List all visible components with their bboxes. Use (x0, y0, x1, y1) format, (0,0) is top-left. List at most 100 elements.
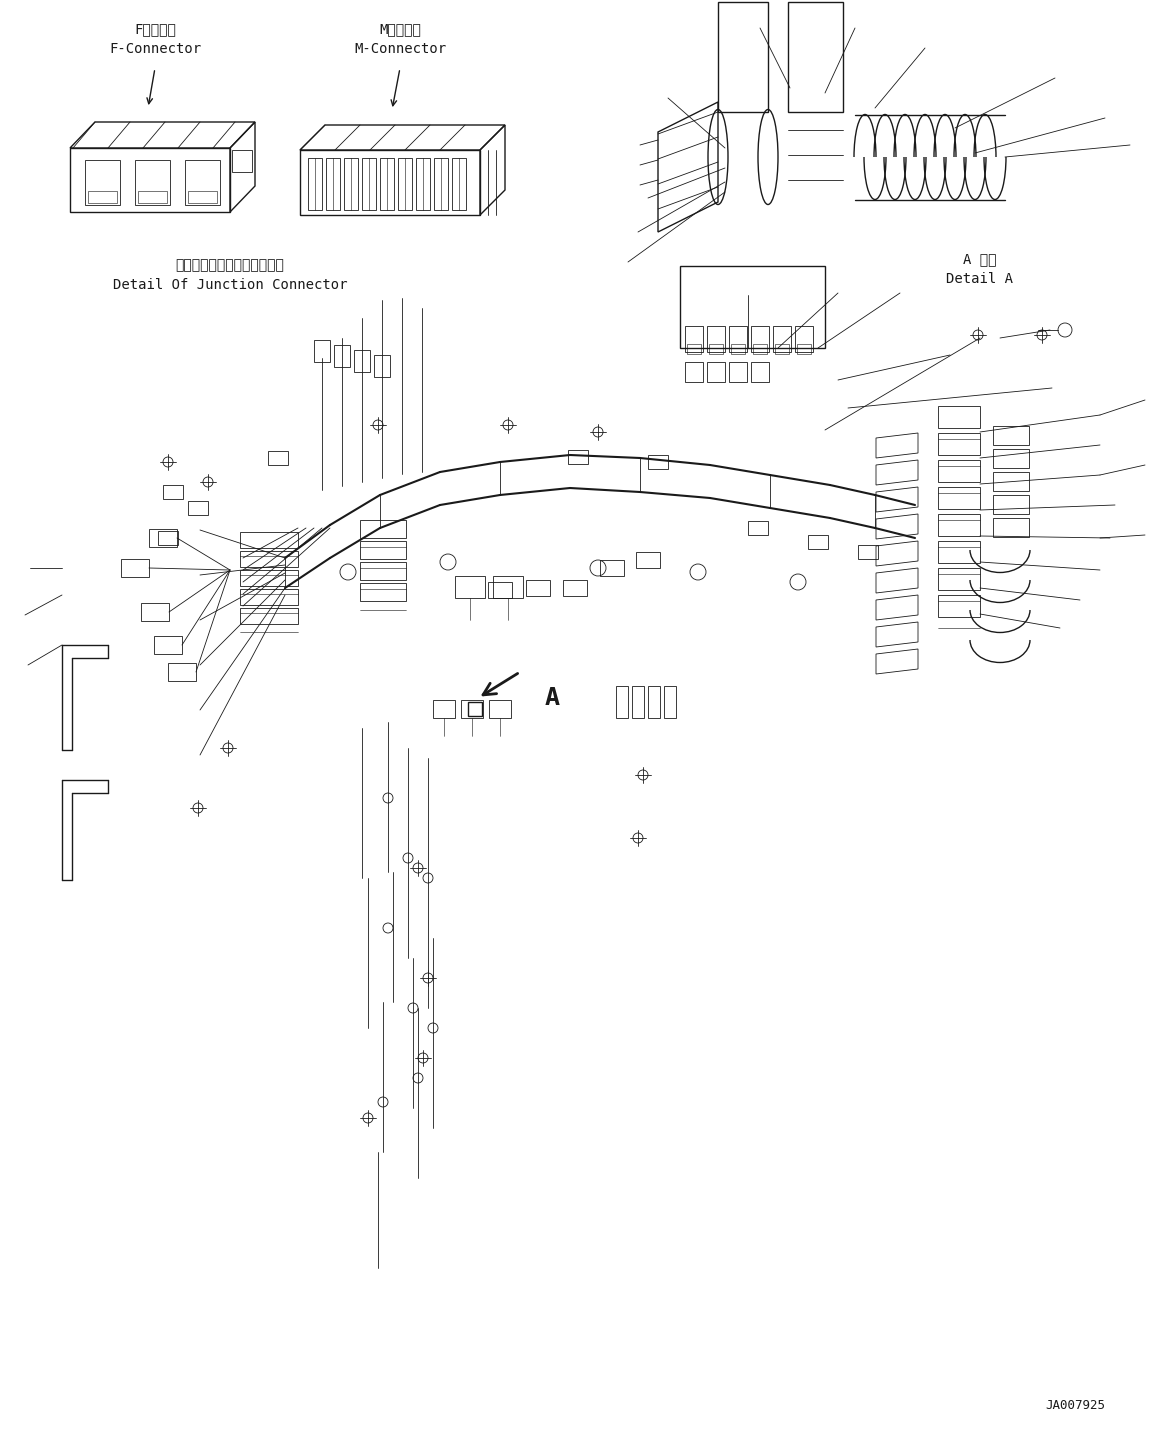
Bar (362, 158, 376, 210)
Bar (488, 582, 512, 598)
Bar (344, 158, 358, 210)
Text: JA007925: JA007925 (1046, 1399, 1105, 1412)
Bar (563, 579, 587, 595)
Bar (361, 562, 406, 579)
Bar (751, 363, 769, 381)
Bar (138, 191, 167, 202)
Bar (636, 552, 659, 568)
Bar (493, 577, 523, 598)
Bar (680, 266, 825, 348)
Bar (687, 344, 701, 354)
Bar (648, 455, 668, 470)
Bar (795, 327, 813, 353)
Bar (939, 540, 980, 564)
Bar (616, 686, 628, 718)
Bar (455, 577, 485, 598)
Bar (939, 406, 980, 428)
Bar (354, 350, 370, 371)
Bar (434, 158, 448, 210)
Text: Detail Of Junction Connector: Detail Of Junction Connector (113, 277, 348, 292)
Bar (374, 355, 390, 377)
Bar (664, 686, 676, 718)
Bar (361, 582, 406, 601)
Bar (993, 496, 1029, 514)
Bar (461, 699, 483, 718)
Bar (993, 517, 1029, 538)
Bar (685, 363, 702, 381)
Bar (135, 160, 170, 205)
Bar (707, 363, 725, 381)
Bar (240, 532, 298, 548)
Bar (398, 158, 412, 210)
Bar (729, 327, 747, 353)
Bar (141, 603, 169, 621)
Bar (185, 160, 220, 205)
Bar (732, 344, 745, 354)
Bar (939, 568, 980, 590)
Text: ジャンクションコネクタ詳細: ジャンクションコネクタ詳細 (176, 259, 285, 272)
Bar (154, 636, 181, 655)
Bar (939, 595, 980, 617)
Bar (240, 569, 298, 587)
Bar (188, 191, 217, 202)
Bar (188, 501, 208, 514)
Bar (709, 344, 723, 354)
Bar (167, 663, 197, 681)
Bar (600, 561, 625, 577)
Text: A: A (545, 686, 561, 709)
Bar (939, 514, 980, 536)
Text: Detail A: Detail A (947, 272, 1013, 286)
Bar (797, 344, 811, 354)
Bar (685, 327, 702, 353)
Bar (231, 150, 252, 172)
Text: A 詳細: A 詳細 (963, 251, 997, 266)
Bar (748, 522, 768, 535)
Bar (267, 451, 288, 465)
Bar (707, 327, 725, 353)
Bar (648, 686, 659, 718)
Bar (939, 460, 980, 483)
Bar (88, 191, 117, 202)
Bar (526, 579, 550, 595)
Bar (718, 1, 768, 113)
Bar (568, 449, 588, 464)
Bar (85, 160, 120, 205)
Bar (308, 158, 322, 210)
Bar (240, 590, 298, 605)
Bar (433, 699, 455, 718)
Bar (314, 340, 330, 363)
Bar (632, 686, 644, 718)
Bar (158, 530, 178, 545)
Bar (773, 327, 791, 353)
Bar (121, 559, 149, 577)
Bar (416, 158, 430, 210)
Bar (993, 449, 1029, 468)
Bar (468, 702, 481, 717)
Text: M-Connector: M-Connector (354, 42, 447, 56)
Bar (361, 540, 406, 559)
Bar (751, 327, 769, 353)
Bar (240, 551, 298, 566)
Text: Mコネクタ: Mコネクタ (379, 22, 421, 36)
Bar (808, 535, 828, 549)
Bar (939, 487, 980, 509)
Text: F-Connector: F-Connector (109, 42, 201, 56)
Bar (729, 363, 747, 381)
Bar (993, 426, 1029, 445)
Bar (380, 158, 394, 210)
Bar (326, 158, 340, 210)
Bar (361, 520, 406, 538)
Bar (149, 529, 177, 548)
Bar (775, 344, 789, 354)
Bar (488, 699, 511, 718)
Bar (163, 486, 183, 499)
Bar (752, 344, 768, 354)
Bar (452, 158, 466, 210)
Bar (939, 434, 980, 455)
Bar (858, 545, 878, 559)
Text: Fコネクタ: Fコネクタ (134, 22, 176, 36)
Bar (334, 345, 350, 367)
Bar (993, 473, 1029, 491)
Bar (789, 1, 843, 113)
Bar (240, 608, 298, 624)
